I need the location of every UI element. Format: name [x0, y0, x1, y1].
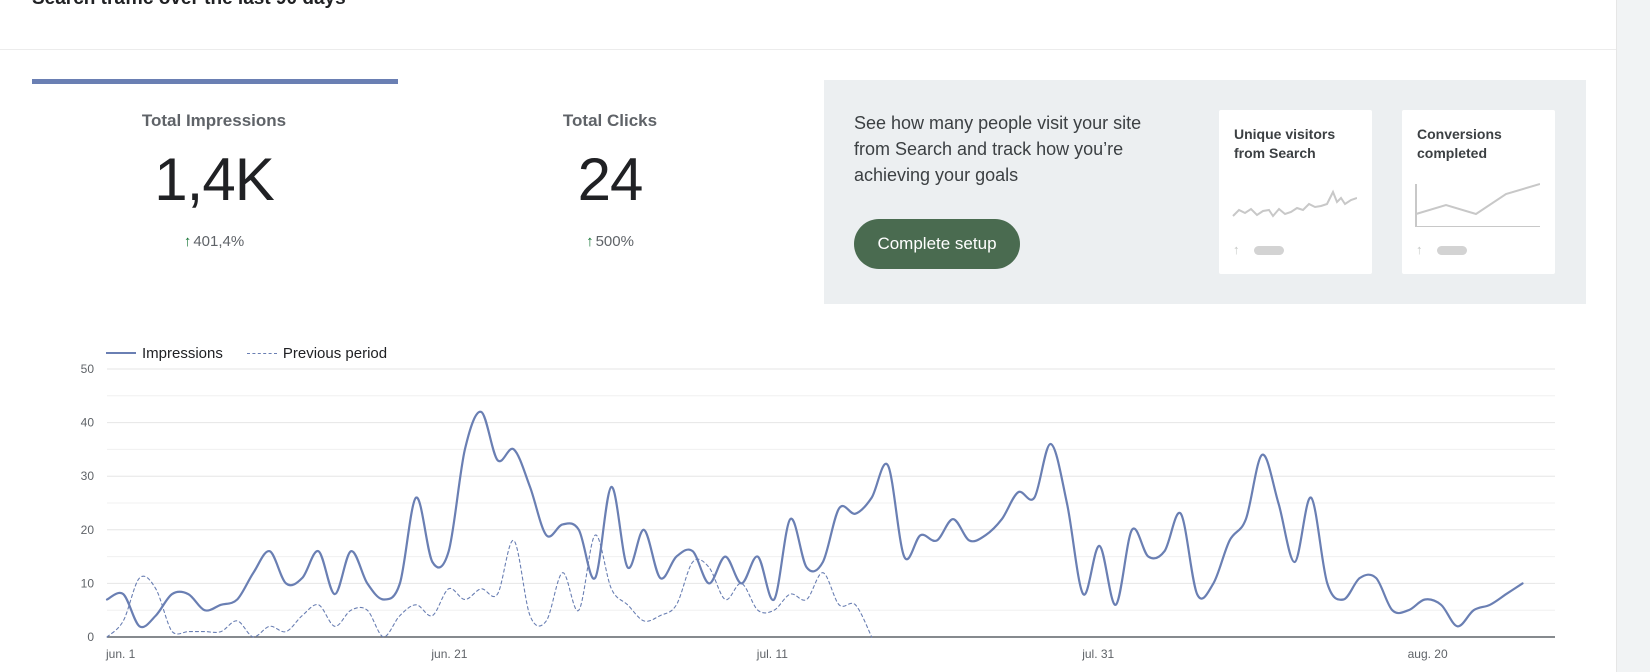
metric-change-value: 500% — [595, 233, 634, 250]
arrow-up-icon: ↑ — [586, 233, 594, 250]
arrow-up-icon: ↑ — [183, 233, 192, 250]
setup-promo: See how many people visit your site from… — [824, 80, 1586, 304]
scroll-gutter — [1617, 0, 1650, 672]
legend-swatch-dashed — [246, 352, 277, 354]
promo-card-title: Unique visitors from Search — [1234, 126, 1336, 161]
metric-change-value: 401,4% — [193, 233, 245, 250]
selected-metric-indicator — [32, 79, 398, 84]
legend-item-impressions[interactable]: Impressions — [106, 345, 223, 362]
metric-total-clicks[interactable]: Total Clicks 24 ↑ 500% — [490, 108, 730, 252]
metric-value: 1,4K — [154, 146, 274, 213]
header-divider — [0, 49, 1616, 50]
metric-label: Total Impressions — [141, 111, 287, 130]
promo-card-title: Conversions completed — [1417, 126, 1502, 161]
chart-legend: Impressions Previous period — [106, 343, 387, 363]
conversions-card: Conversions completed ↑ — [1402, 110, 1555, 274]
metric-label: Total Clicks — [562, 111, 658, 130]
metric-change: ↑ 500% — [490, 232, 730, 252]
placeholder-pill — [1254, 246, 1284, 255]
legend-swatch-solid — [106, 352, 136, 354]
legend-label: Previous period — [282, 344, 388, 362]
metric-value: 24 — [577, 146, 644, 213]
line-chart-icon — [1415, 183, 1540, 227]
legend-item-previous-period[interactable]: Previous period — [246, 344, 388, 362]
legend-label: Impressions — [142, 344, 223, 362]
promo-text: See how many people visit your site from… — [854, 113, 1142, 185]
panel-title: Search traffic over the last 90 days — [32, 0, 346, 10]
arrow-up-icon: ↑ — [1416, 242, 1423, 257]
sparkline-icon — [1232, 189, 1357, 218]
unique-visitors-card: Unique visitors from Search ↑ — [1219, 110, 1372, 274]
placeholder-pill — [1437, 246, 1467, 255]
complete-setup-button[interactable]: Complete setup — [854, 219, 1020, 269]
metric-change: ↑ 401,4% — [94, 232, 334, 252]
metric-total-impressions[interactable]: Total Impressions 1,4K ↑ 401,4% — [94, 108, 334, 252]
arrow-up-icon: ↑ — [1233, 242, 1240, 257]
